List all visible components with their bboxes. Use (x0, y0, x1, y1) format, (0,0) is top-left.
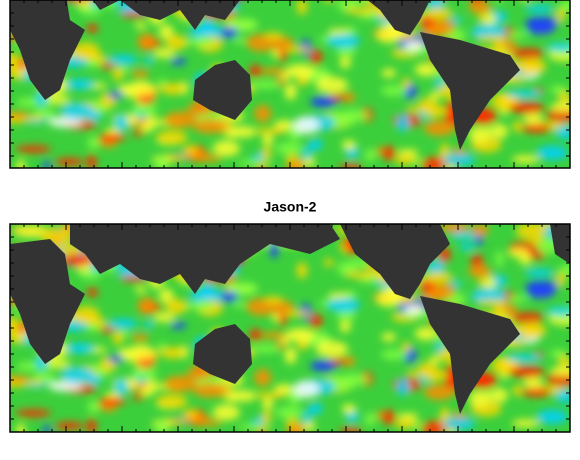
panel-title: Jason-2 (264, 199, 317, 215)
bottom-map-panel (9, 223, 571, 433)
top-map-panel (9, 0, 571, 169)
